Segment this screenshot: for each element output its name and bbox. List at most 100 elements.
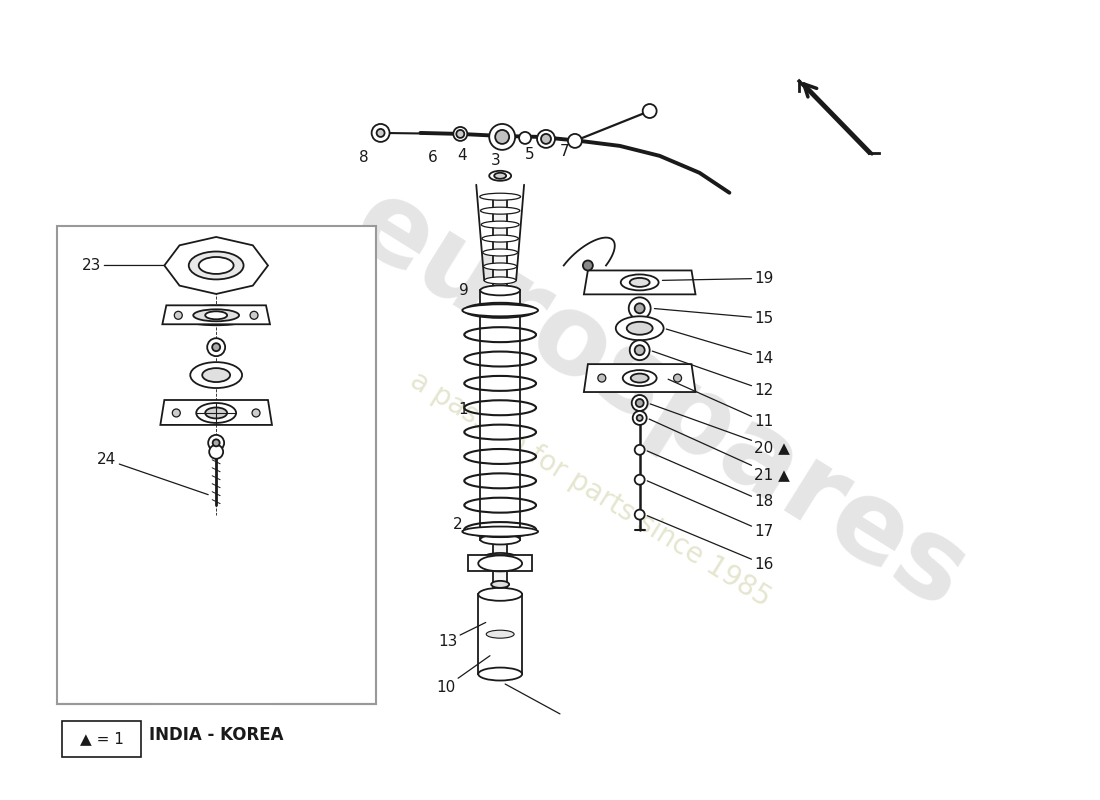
Ellipse shape — [486, 630, 514, 638]
Ellipse shape — [481, 553, 519, 566]
Circle shape — [635, 474, 645, 485]
Circle shape — [372, 124, 389, 142]
Bar — [469, 555, 532, 571]
Text: 4: 4 — [458, 148, 468, 163]
Ellipse shape — [176, 306, 256, 326]
Circle shape — [495, 130, 509, 144]
Ellipse shape — [494, 173, 506, 178]
Text: eurospares: eurospares — [333, 169, 986, 631]
Circle shape — [635, 345, 645, 355]
Ellipse shape — [627, 322, 652, 334]
Circle shape — [537, 130, 556, 148]
Polygon shape — [163, 306, 270, 324]
Text: 21 ▲: 21 ▲ — [649, 419, 790, 482]
Circle shape — [636, 399, 644, 407]
Text: 10: 10 — [436, 656, 490, 694]
Text: ▲ = 1: ▲ = 1 — [79, 731, 123, 746]
Ellipse shape — [481, 221, 519, 228]
Circle shape — [209, 445, 223, 458]
Text: 20 ▲: 20 ▲ — [650, 404, 790, 455]
Ellipse shape — [480, 194, 520, 200]
Circle shape — [453, 127, 468, 141]
Circle shape — [519, 132, 531, 144]
Text: 9: 9 — [459, 283, 469, 298]
Circle shape — [635, 510, 645, 519]
Circle shape — [629, 298, 650, 319]
Ellipse shape — [482, 235, 518, 242]
Circle shape — [456, 130, 464, 138]
Text: a passion for parts since 1985: a passion for parts since 1985 — [405, 366, 776, 613]
Text: 12: 12 — [652, 351, 773, 398]
Text: 6: 6 — [428, 150, 438, 166]
Text: 13: 13 — [438, 622, 486, 649]
Ellipse shape — [616, 316, 663, 340]
Circle shape — [635, 445, 645, 455]
Text: 19: 19 — [662, 271, 773, 286]
Circle shape — [208, 435, 224, 451]
Text: 16: 16 — [647, 516, 773, 572]
Ellipse shape — [623, 370, 657, 386]
Text: 15: 15 — [654, 309, 773, 326]
Bar — [493, 196, 507, 614]
Text: INDIA - KOREA: INDIA - KOREA — [148, 726, 284, 744]
Ellipse shape — [199, 257, 233, 274]
Ellipse shape — [462, 304, 538, 316]
Ellipse shape — [189, 251, 243, 279]
Text: 14: 14 — [667, 329, 773, 366]
Circle shape — [597, 374, 606, 382]
Ellipse shape — [484, 277, 516, 284]
Circle shape — [174, 311, 183, 319]
Polygon shape — [164, 237, 268, 294]
Bar — [478, 594, 522, 674]
Text: 18: 18 — [647, 451, 773, 509]
Circle shape — [635, 303, 645, 314]
Text: 5: 5 — [526, 147, 535, 162]
Ellipse shape — [194, 310, 239, 322]
Text: 7: 7 — [560, 144, 570, 159]
Ellipse shape — [492, 581, 509, 588]
Ellipse shape — [481, 286, 520, 295]
Circle shape — [673, 374, 682, 382]
Circle shape — [637, 415, 642, 421]
Circle shape — [212, 343, 220, 351]
Ellipse shape — [490, 170, 512, 181]
Ellipse shape — [462, 526, 538, 537]
Circle shape — [252, 409, 260, 417]
Ellipse shape — [484, 263, 517, 270]
Circle shape — [490, 124, 515, 150]
Polygon shape — [584, 270, 695, 294]
Circle shape — [642, 104, 657, 118]
Bar — [57, 226, 375, 704]
Ellipse shape — [620, 274, 659, 290]
Circle shape — [250, 311, 258, 319]
Text: 23: 23 — [82, 258, 191, 273]
Ellipse shape — [206, 407, 227, 418]
Ellipse shape — [629, 278, 650, 287]
Polygon shape — [161, 400, 272, 425]
Ellipse shape — [478, 667, 522, 681]
Text: 1: 1 — [459, 402, 469, 418]
Ellipse shape — [483, 249, 518, 256]
Text: 24: 24 — [97, 452, 208, 494]
Text: 8: 8 — [359, 150, 369, 166]
Ellipse shape — [630, 374, 649, 382]
Circle shape — [568, 134, 582, 148]
Bar — [481, 290, 520, 539]
Circle shape — [631, 395, 648, 411]
Circle shape — [583, 261, 593, 270]
Bar — [62, 721, 142, 757]
Circle shape — [212, 439, 220, 446]
Ellipse shape — [190, 362, 242, 388]
Circle shape — [541, 134, 551, 144]
Circle shape — [632, 411, 647, 425]
Ellipse shape — [202, 368, 230, 382]
Circle shape — [376, 129, 385, 137]
Text: 2: 2 — [453, 517, 462, 532]
Ellipse shape — [206, 311, 227, 319]
Circle shape — [207, 338, 226, 356]
Text: 3: 3 — [491, 154, 501, 168]
Ellipse shape — [478, 588, 522, 601]
Circle shape — [173, 409, 180, 417]
Ellipse shape — [481, 534, 520, 545]
Ellipse shape — [196, 403, 236, 423]
